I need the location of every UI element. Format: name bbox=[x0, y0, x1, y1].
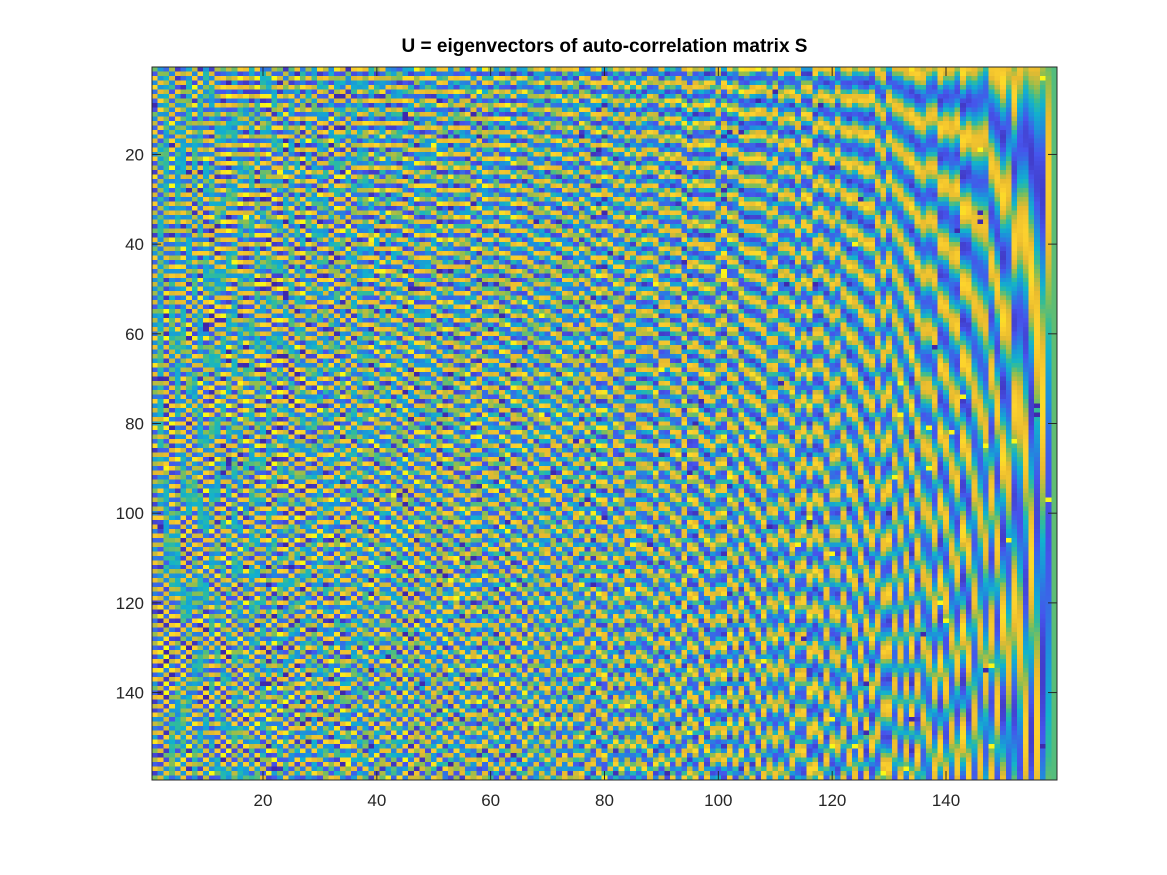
y-tick-label: 60 bbox=[125, 325, 144, 344]
y-tick-label: 80 bbox=[125, 415, 144, 434]
y-tick-label: 140 bbox=[116, 684, 144, 703]
heatmap-cells bbox=[152, 67, 1057, 780]
x-tick-label: 120 bbox=[818, 791, 846, 810]
y-tick-label: 20 bbox=[125, 145, 144, 164]
x-tick-label: 100 bbox=[704, 791, 732, 810]
x-tick-label: 140 bbox=[932, 791, 960, 810]
y-tick-label: 120 bbox=[116, 594, 144, 613]
y-tick-label: 40 bbox=[125, 235, 144, 254]
x-tick-label: 40 bbox=[367, 791, 386, 810]
x-tick-label: 60 bbox=[481, 791, 500, 810]
x-tick-label: 80 bbox=[595, 791, 614, 810]
x-tick-label: 20 bbox=[254, 791, 273, 810]
chart-title: U = eigenvectors of auto-correlation mat… bbox=[401, 36, 808, 57]
y-axis: 20 40 60 80 100 120 140 bbox=[116, 145, 1057, 703]
x-axis: 20 40 60 80 100 120 140 bbox=[254, 67, 960, 810]
y-tick-label: 100 bbox=[116, 504, 144, 523]
